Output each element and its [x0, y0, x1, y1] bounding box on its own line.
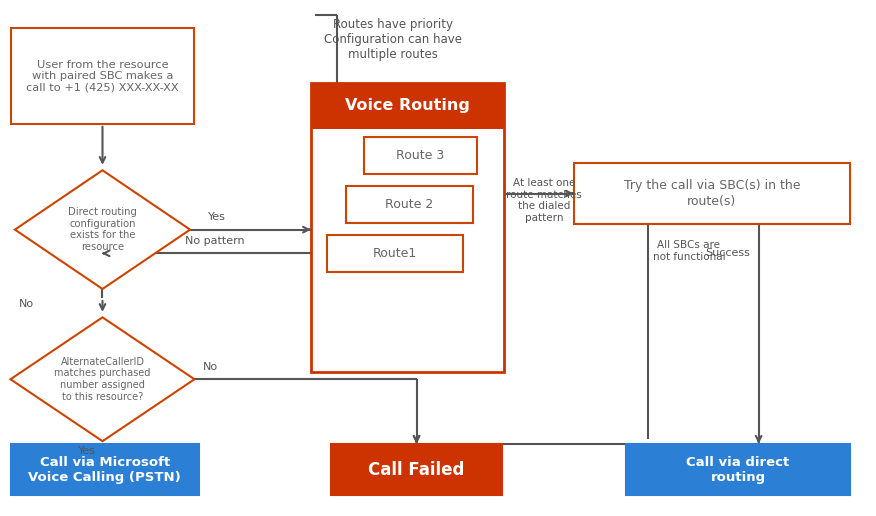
Text: Route1: Route1: [372, 247, 417, 260]
Text: Success: Success: [705, 248, 750, 257]
Text: Route 3: Route 3: [396, 149, 445, 162]
Text: Voice Routing: Voice Routing: [345, 98, 470, 114]
Bar: [327, 235, 463, 272]
Text: Route 2: Route 2: [385, 198, 434, 211]
Text: Call via Microsoft
Voice Calling (PSTN): Call via Microsoft Voice Calling (PSTN): [28, 456, 181, 483]
Bar: [11, 444, 199, 495]
Text: No: No: [203, 362, 218, 372]
Text: Yes: Yes: [78, 446, 95, 456]
Bar: [311, 83, 504, 129]
Bar: [331, 444, 502, 495]
Bar: [311, 83, 504, 372]
Text: Direct routing
configuration
exists for the
resource: Direct routing configuration exists for …: [68, 207, 137, 252]
Text: AlternateCallerID
matches purchased
number assigned
to this resource?: AlternateCallerID matches purchased numb…: [54, 357, 151, 401]
Text: At least one
route matches
the dialed
pattern: At least one route matches the dialed pa…: [506, 178, 582, 223]
Polygon shape: [11, 317, 194, 441]
Text: Call via direct
routing: Call via direct routing: [687, 456, 789, 483]
Polygon shape: [15, 170, 190, 289]
Bar: [574, 163, 850, 224]
Text: No pattern: No pattern: [185, 236, 244, 246]
Text: Call Failed: Call Failed: [368, 461, 465, 478]
Text: No: No: [19, 299, 34, 309]
Text: All SBCs are
not functional: All SBCs are not functional: [653, 240, 725, 262]
Bar: [626, 444, 850, 495]
Text: Try the call via SBC(s) in the
route(s): Try the call via SBC(s) in the route(s): [624, 180, 800, 207]
Text: Yes: Yes: [208, 212, 225, 222]
Text: User from the resource
with paired SBC makes a
call to +1 (425) XXX-XX-XX: User from the resource with paired SBC m…: [26, 59, 179, 93]
Text: Routes have priority
Configuration can have
multiple routes: Routes have priority Configuration can h…: [324, 18, 463, 61]
Bar: [346, 186, 473, 223]
Bar: [364, 137, 477, 174]
Bar: [11, 28, 194, 124]
